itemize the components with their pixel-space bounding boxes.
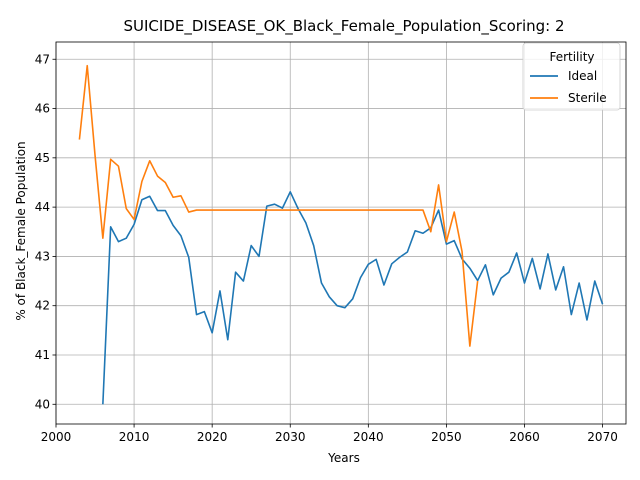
y-tick-label: 44 (35, 200, 50, 214)
y-axis-ticks: 40 41 42 43 44 45 46 47 (35, 52, 56, 411)
x-tick-label: 2050 (431, 430, 462, 444)
y-tick-label: 40 (35, 397, 50, 411)
y-tick-label: 41 (35, 348, 50, 362)
legend-label-ideal: Ideal (568, 69, 597, 83)
x-tick-label: 2030 (275, 430, 306, 444)
y-tick-label: 43 (35, 249, 50, 263)
y-tick-label: 47 (35, 52, 50, 66)
y-tick-label: 45 (35, 151, 50, 165)
series-lines (78, 64, 604, 405)
legend: Fertility Ideal Sterile (522, 42, 621, 111)
series-line-ideal (102, 191, 604, 405)
x-tick-label: 2020 (197, 430, 228, 444)
chart-title: SUICIDE_DISEASE_OK_Black_Female_Populati… (123, 17, 564, 36)
legend-label-sterile: Sterile (568, 91, 607, 105)
x-axis-label: Years (327, 451, 360, 465)
y-tick-label: 46 (35, 102, 50, 116)
legend-title: Fertility (549, 50, 594, 64)
x-tick-label: 2040 (353, 430, 384, 444)
x-axis-ticks: 2000 2010 2020 2030 2040 2050 2060 2070 (41, 424, 618, 444)
y-tick-label: 42 (35, 299, 50, 313)
x-tick-label: 2060 (509, 430, 540, 444)
axes-frame (55, 41, 627, 425)
x-tick-label: 2000 (41, 430, 72, 444)
legend-box (522, 42, 621, 111)
x-tick-label: 2010 (119, 430, 150, 444)
y-axis-label: % of Black_Female Population (14, 141, 28, 320)
x-tick-label: 2070 (587, 430, 618, 444)
series-line-sterile (78, 64, 479, 347)
